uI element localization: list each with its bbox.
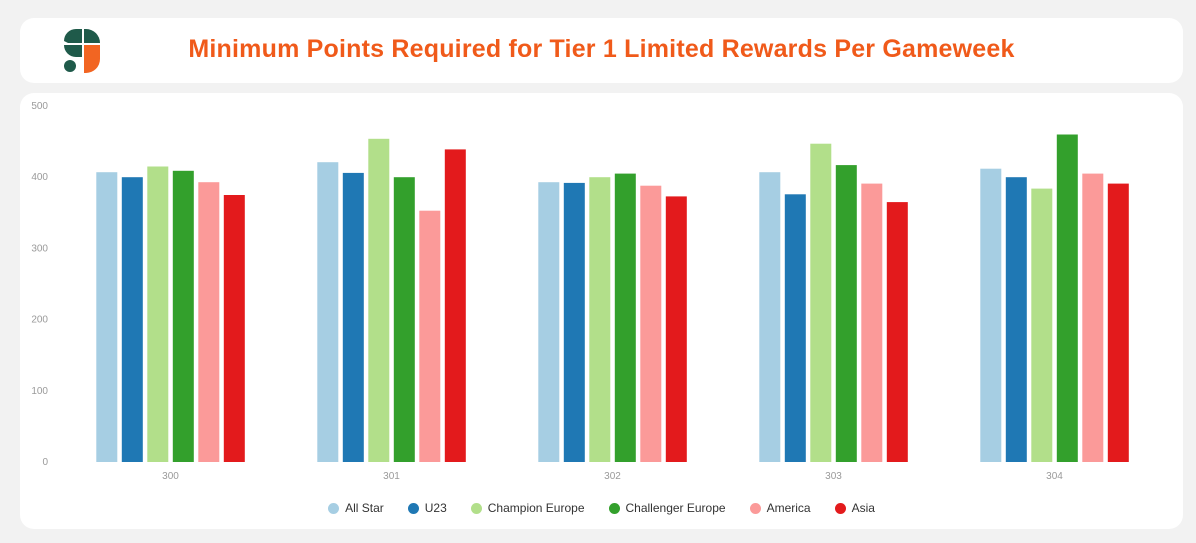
bar bbox=[172, 170, 194, 463]
bar bbox=[1107, 183, 1129, 462]
bar bbox=[810, 143, 832, 462]
x-tick-label: 302 bbox=[604, 471, 621, 482]
y-tick-label: 300 bbox=[31, 243, 48, 254]
y-tick-label: 100 bbox=[31, 386, 48, 397]
chart-title: Minimum Points Required for Tier 1 Limit… bbox=[188, 35, 1015, 63]
chart-legend: All Star U23 Champion Europe Challenger Eur… bbox=[20, 501, 1183, 515]
bar bbox=[589, 177, 611, 462]
bar bbox=[980, 168, 1002, 462]
legend-label: Challenger Europe bbox=[625, 501, 726, 515]
legend-item: All Star bbox=[328, 501, 384, 515]
y-tick-label: 500 bbox=[31, 101, 48, 112]
chart-card: 0 100 200 300 400 500 300 301 302 303 304 All Star… bbox=[20, 93, 1183, 529]
y-tick-label: 0 bbox=[42, 457, 48, 468]
x-tick-label: 301 bbox=[383, 471, 400, 482]
bar bbox=[784, 194, 806, 463]
legend-label: America bbox=[766, 501, 811, 515]
bar bbox=[1082, 173, 1104, 462]
legend-swatch bbox=[834, 502, 846, 514]
bar bbox=[538, 182, 560, 462]
s-brand-logo-icon bbox=[64, 29, 100, 73]
bar bbox=[342, 172, 364, 462]
legend-item: Champion Europe bbox=[470, 501, 585, 515]
bar bbox=[1056, 134, 1078, 462]
bar bbox=[886, 202, 908, 462]
y-tick-label: 400 bbox=[31, 172, 48, 183]
legend-swatch bbox=[470, 502, 482, 514]
legend-label: Champion Europe bbox=[487, 501, 585, 515]
bar bbox=[759, 172, 781, 462]
legend-swatch bbox=[328, 502, 340, 514]
legend-item: Asia bbox=[834, 501, 875, 515]
bar bbox=[835, 165, 857, 462]
legend-swatch bbox=[608, 502, 620, 514]
legend-label: U23 bbox=[424, 501, 447, 515]
bar bbox=[665, 196, 687, 462]
bar bbox=[1031, 188, 1053, 462]
bar bbox=[223, 195, 245, 462]
bar-chart: 0 100 200 300 400 500 300 301 302 303 304 bbox=[31, 101, 1129, 482]
bar bbox=[419, 210, 441, 462]
legend-item: Challenger Europe bbox=[608, 501, 726, 515]
x-tick-label: 303 bbox=[825, 471, 842, 482]
header-card: Minimum Points Required for Tier 1 Limit… bbox=[20, 18, 1183, 83]
bar bbox=[121, 177, 143, 462]
legend-label: Asia bbox=[851, 501, 875, 515]
legend-swatch bbox=[407, 502, 419, 514]
bar bbox=[317, 162, 339, 462]
bar bbox=[1005, 177, 1027, 462]
bar bbox=[147, 166, 169, 462]
x-tick-label: 304 bbox=[1046, 471, 1063, 482]
bar bbox=[861, 183, 883, 462]
bar bbox=[393, 177, 415, 462]
legend-swatch bbox=[749, 502, 761, 514]
bar bbox=[614, 173, 636, 462]
y-tick-label: 200 bbox=[31, 315, 48, 326]
bar bbox=[96, 172, 118, 462]
legend-item: America bbox=[749, 501, 811, 515]
bar bbox=[640, 185, 662, 462]
bar bbox=[198, 182, 220, 462]
legend-item: U23 bbox=[407, 501, 447, 515]
bar bbox=[563, 182, 585, 462]
x-tick-label: 300 bbox=[162, 471, 179, 482]
legend-label: All Star bbox=[345, 501, 384, 515]
bar bbox=[444, 149, 466, 462]
bar bbox=[368, 138, 390, 463]
